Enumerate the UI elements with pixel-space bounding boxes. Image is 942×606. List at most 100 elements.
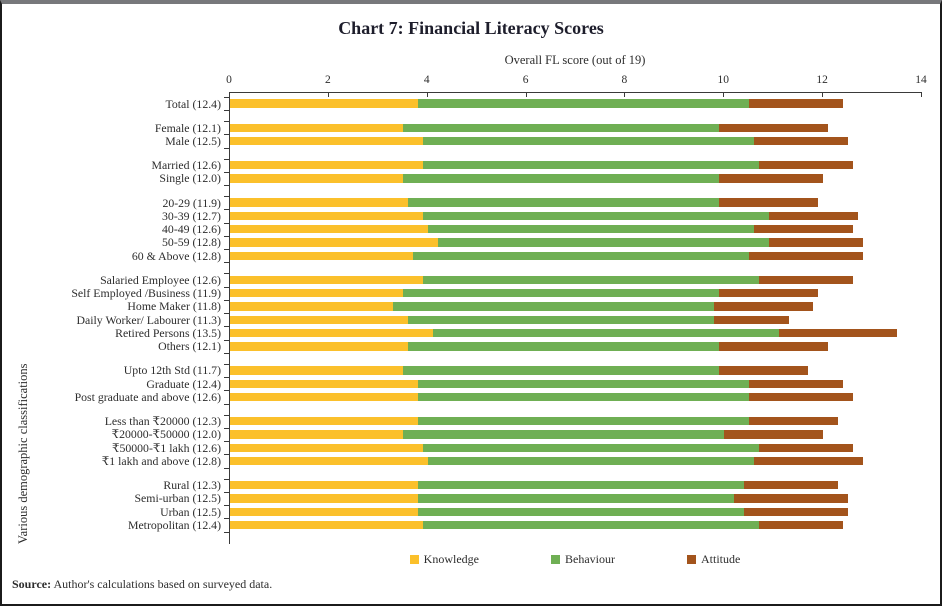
y-axis-tick	[224, 209, 229, 211]
y-axis-tick	[224, 491, 229, 493]
bar-row	[230, 430, 824, 439]
bar-segment-attitude	[753, 136, 848, 146]
chart-legend: Knowledge Behaviour Attitude	[229, 552, 921, 567]
bar-row	[230, 160, 853, 170]
bar-segment-attitude	[758, 160, 853, 170]
bar-segment-knowledge	[230, 315, 408, 324]
y-axis-tick	[224, 299, 229, 301]
bar-segment-knowledge	[230, 302, 394, 311]
bar-segment-attitude	[758, 443, 853, 452]
y-axis-tick	[224, 377, 229, 379]
category-label: ₹1 lakh and above (12.8)	[101, 454, 221, 469]
x-axis-line	[229, 92, 922, 93]
bar-segment-knowledge	[230, 480, 418, 490]
bar-row	[230, 379, 843, 388]
bar-row	[230, 392, 853, 402]
bar-segment-knowledge	[230, 123, 403, 132]
bar-segment-attitude	[744, 507, 848, 516]
bar-segment-attitude	[719, 174, 824, 183]
x-axis-tick-label: 6	[522, 74, 529, 86]
y-axis-tick	[224, 147, 229, 149]
category-label: Upto 12th Std (11.7)	[123, 363, 221, 378]
bar-segment-attitude	[748, 251, 863, 260]
x-axis-tick-label: 12	[816, 74, 828, 86]
category-label: 30-39 (12.7)	[162, 208, 221, 223]
bar-segment-attitude	[719, 288, 819, 298]
y-axis-tick	[224, 158, 229, 160]
y-axis-tick	[224, 134, 229, 136]
bar-row	[230, 99, 843, 108]
bar-segment-attitude	[748, 99, 843, 108]
category-label: Self Employed /Business (11.9)	[71, 286, 221, 301]
bar-segment-behaviour	[422, 160, 759, 170]
y-axis-tick	[224, 195, 229, 197]
bar-segment-knowledge	[230, 456, 428, 466]
x-axis-tick	[822, 92, 824, 97]
bar-segment-attitude	[758, 520, 843, 530]
bar-segment-knowledge	[230, 99, 418, 108]
x-axis-tick-label: 4	[423, 74, 430, 86]
bar-segment-attitude	[724, 430, 824, 439]
bar-segment-attitude	[758, 275, 853, 285]
bar-segment-knowledge	[230, 520, 423, 530]
y-axis-tick	[224, 441, 229, 443]
bar-segment-behaviour	[427, 456, 754, 466]
category-label: Rural (12.3)	[163, 478, 221, 493]
y-axis-tick	[224, 110, 229, 112]
chart-title: Chart 7: Financial Literacy Scores	[338, 18, 604, 38]
y-axis-line	[229, 92, 230, 544]
x-axis-tick-label: 2	[324, 74, 331, 86]
bar-segment-behaviour	[412, 251, 749, 260]
category-label: 20-29 (11.9)	[162, 195, 221, 210]
bar-segment-attitude	[734, 494, 848, 503]
bar-segment-behaviour	[407, 342, 720, 351]
bar-segment-attitude	[719, 366, 809, 375]
y-axis-tick	[224, 249, 229, 251]
bar-segment-knowledge	[230, 366, 403, 375]
bar-segment-knowledge	[230, 224, 428, 234]
bar-row	[230, 302, 814, 311]
bar-row	[230, 507, 848, 516]
bar-segment-knowledge	[230, 507, 418, 516]
y-axis-tick	[224, 185, 229, 187]
bar-row	[230, 251, 863, 260]
bar-segment-behaviour	[417, 99, 749, 108]
source-label: Source:	[12, 577, 52, 591]
bar-segment-attitude	[768, 238, 863, 247]
category-label: Married (12.6)	[151, 158, 221, 173]
category-label: Less than ₹20000 (12.3)	[104, 414, 221, 429]
bar-row	[230, 494, 848, 503]
y-axis-tick	[224, 326, 229, 328]
attitude-swatch-icon	[687, 555, 696, 564]
x-axis-tick-label: 14	[915, 74, 927, 86]
source-note: Source: Author's calculations based on s…	[12, 577, 930, 592]
y-axis-tick	[224, 467, 229, 469]
x-axis-tick-label: 0	[226, 74, 232, 86]
bar-segment-knowledge	[230, 288, 403, 298]
category-label: Urban (12.5)	[160, 504, 221, 519]
x-axis-tick-label: 8	[621, 74, 628, 86]
y-axis-tick	[224, 531, 229, 533]
x-axis-tick	[229, 92, 230, 97]
category-label: Semi-urban (12.5)	[134, 491, 222, 506]
bar-row	[230, 275, 853, 285]
bar-segment-attitude	[714, 302, 814, 311]
bar-row	[230, 174, 824, 183]
bar-row	[230, 211, 858, 221]
bar-segment-attitude	[714, 315, 789, 324]
bar-segment-attitude	[778, 328, 898, 338]
x-axis-tick	[426, 92, 428, 97]
x-axis-title: Overall FL score (out of 19)	[504, 53, 646, 67]
bar-row	[230, 443, 853, 452]
bar-segment-attitude	[768, 211, 858, 221]
category-label: 50-59 (12.8)	[162, 235, 221, 250]
legend-label: Knowledge	[423, 552, 479, 566]
bar-row	[230, 456, 863, 466]
category-label: Single (12.0)	[159, 171, 221, 186]
bar-segment-behaviour	[432, 328, 779, 338]
y-axis-tick	[224, 454, 229, 456]
x-axis-tick	[723, 92, 725, 97]
bar-segment-attitude	[719, 198, 819, 207]
bar-row	[230, 328, 898, 338]
bar-row	[230, 198, 819, 207]
